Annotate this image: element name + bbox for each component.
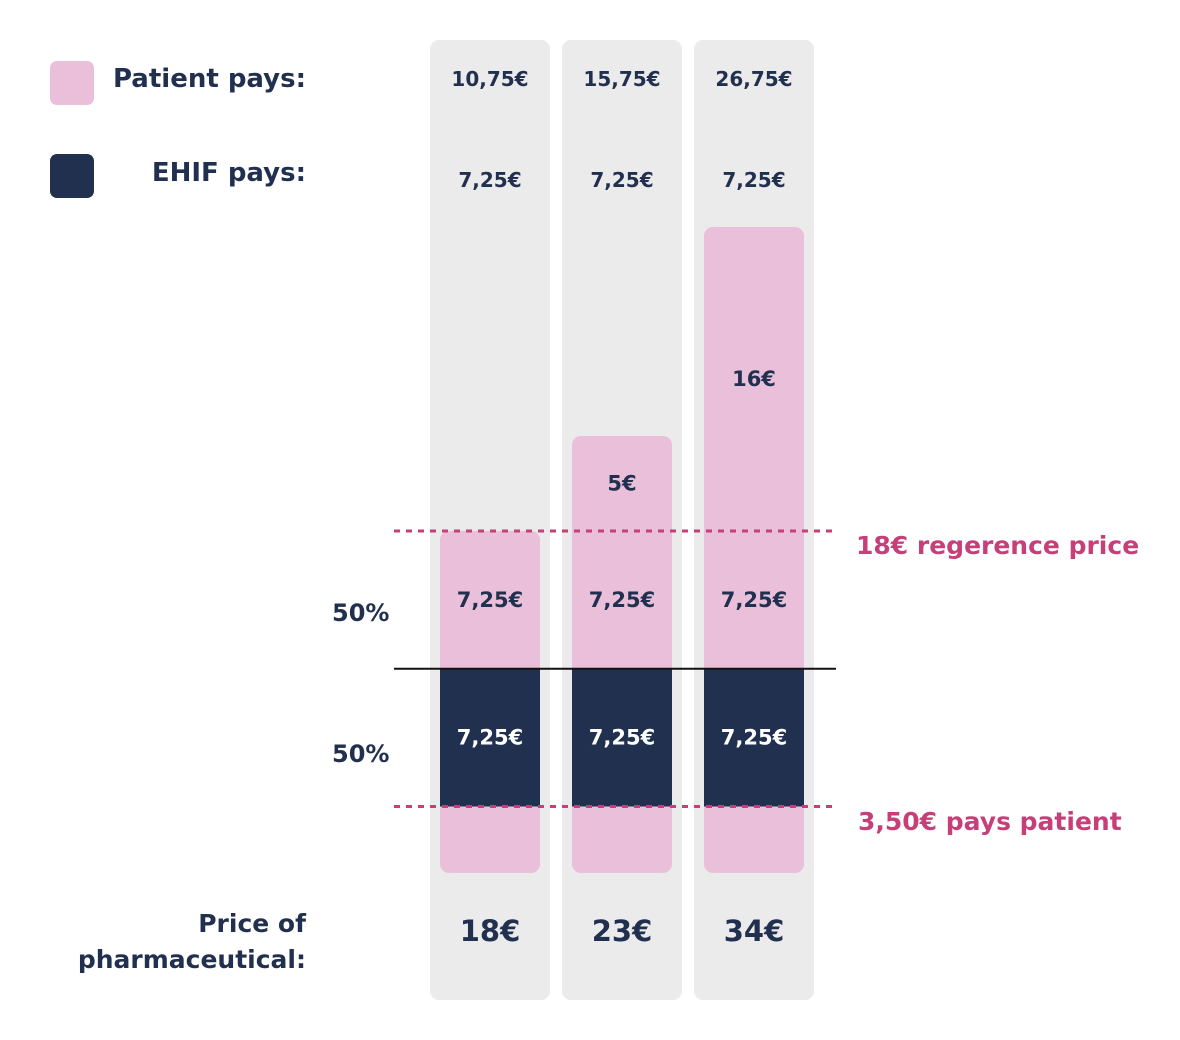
ehif-total-1: 7,25€ [458, 168, 521, 192]
ehif-total-3: 7,25€ [722, 168, 785, 192]
category-label-3: 34€ [724, 914, 785, 948]
above_reference-label-3: 16€ [732, 367, 776, 391]
patient-total-3: 26,75€ [715, 67, 792, 91]
ehif-segment-1 [440, 668, 540, 807]
ehif_share-label-1: 7,25€ [457, 726, 523, 750]
ehif-segment-2 [572, 668, 672, 807]
legend-swatch-ehif [50, 154, 94, 198]
split-label-bottom: 50% [332, 740, 390, 768]
ehif_share-label-2: 7,25€ [589, 726, 655, 750]
price-axis-title: Price of pharmaceutical: [78, 906, 306, 978]
legend-label-patient: Patient pays: [112, 64, 306, 94]
ehif-total-2: 7,25€ [590, 168, 653, 192]
ehif_share-label-3: 7,25€ [721, 726, 787, 750]
patient_share-label-1: 7,25€ [457, 588, 523, 612]
ehif-segment-3 [704, 668, 804, 807]
legend-label-ehif: EHIF pays: [151, 158, 306, 188]
patient_share-label-2: 7,25€ [589, 588, 655, 612]
legend-swatch-patient [50, 61, 94, 105]
category-label-2: 23€ [592, 914, 653, 948]
patient-total-2: 15,75€ [583, 67, 660, 91]
price-axis-title-line2: pharmaceutical: [77, 945, 306, 974]
patient-total-1: 10,75€ [451, 67, 528, 91]
above_reference-label-2: 5€ [607, 472, 636, 496]
reference-price-label: 18€ regerence price [856, 531, 1140, 560]
split-label-top: 50% [332, 599, 390, 627]
deductible-label: 3,50€ pays patient [858, 807, 1122, 836]
price-axis-title-line1: Price of [198, 909, 306, 938]
patient_share-label-3: 7,25€ [721, 588, 787, 612]
category-label-1: 18€ [460, 914, 521, 948]
